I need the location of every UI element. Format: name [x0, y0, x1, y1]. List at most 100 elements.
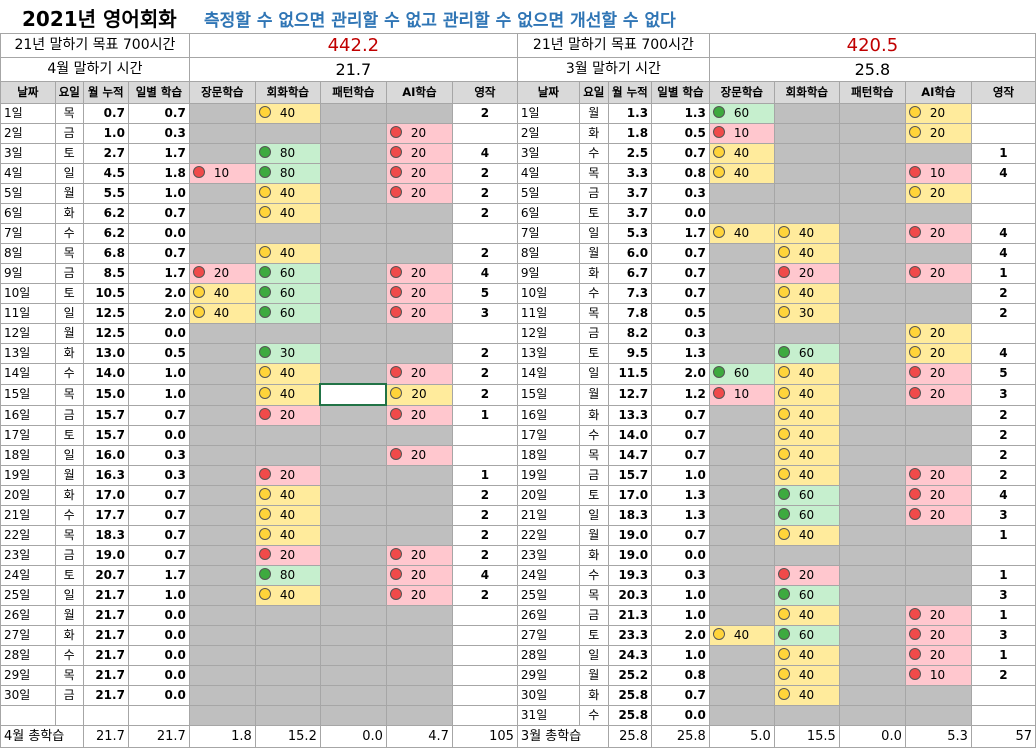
left-cell-month-total[interactable]: 2.7 — [82, 143, 129, 164]
left-cell-date[interactable]: 16일 — [0, 404, 56, 426]
left-cell-ai-study[interactable] — [385, 625, 453, 646]
right-cell-ai-study[interactable]: 20 — [904, 505, 972, 526]
left-cell-ai-study[interactable]: 20 — [385, 123, 453, 144]
left-cell-ai-study[interactable] — [385, 665, 453, 686]
left-cell-month-total[interactable]: 4.5 — [82, 163, 129, 184]
left-total-daily-study[interactable]: 1.8 — [188, 725, 256, 748]
right-cell-long-study[interactable] — [708, 343, 775, 364]
right-goal-label[interactable]: 21년 말하기 목표 700시간 — [516, 33, 710, 58]
left-cell-conversation-study[interactable]: 20 — [254, 545, 321, 566]
left-cell-date[interactable]: 27일 — [0, 625, 56, 646]
left-cell-date[interactable]: 25일 — [0, 585, 56, 606]
left-cell-pattern-study[interactable] — [319, 685, 387, 706]
left-cell-daily-study[interactable]: 0.3 — [127, 123, 190, 144]
left-cell-month-total[interactable]: 17.7 — [82, 505, 129, 526]
right-cell-pattern-study[interactable] — [838, 183, 906, 204]
right-cell-pattern-study[interactable] — [838, 363, 906, 385]
right-cell-daily-study[interactable]: 1.0 — [651, 585, 710, 606]
left-header-composition[interactable]: 영작 — [451, 81, 518, 104]
left-cell-ai-study[interactable]: 20 — [385, 283, 453, 304]
right-header-composition[interactable]: 영작 — [970, 81, 1036, 104]
right-cell-weekday[interactable]: 토 — [578, 625, 609, 646]
left-cell-daily-study[interactable]: 0.0 — [127, 605, 190, 626]
right-cell-date[interactable]: 20일 — [516, 485, 580, 506]
right-cell-composition[interactable]: 2 — [970, 283, 1036, 304]
right-cell-date[interactable]: 18일 — [516, 445, 580, 466]
left-cell-composition[interactable]: 2 — [451, 163, 518, 184]
left-cell-composition[interactable]: 2 — [451, 383, 518, 406]
left-cell-month-total[interactable]: 19.0 — [82, 545, 129, 566]
left-cell-month-total[interactable]: 21.7 — [82, 665, 129, 686]
right-cell-month-total[interactable]: 12.7 — [607, 383, 653, 406]
left-cell-ai-study[interactable] — [385, 343, 453, 364]
right-cell-date[interactable]: 4일 — [516, 163, 580, 184]
right-cell-weekday[interactable]: 목 — [578, 445, 609, 466]
left-cell-ai-study[interactable] — [385, 323, 453, 344]
right-cell-composition[interactable] — [970, 545, 1036, 566]
left-cell-month-total[interactable]: 8.5 — [82, 263, 129, 284]
left-cell-composition[interactable]: 2 — [451, 525, 518, 546]
right-header-daily-study[interactable]: 일별 학습 — [651, 81, 710, 104]
left-cell-date[interactable]: 30일 — [0, 685, 56, 706]
left-cell-date[interactable]: 10일 — [0, 283, 56, 304]
right-cell-ai-study[interactable]: 20 — [904, 485, 972, 506]
left-cell-long-study[interactable] — [188, 605, 256, 626]
left-cell-composition[interactable] — [451, 685, 518, 706]
left-cell-pattern-study[interactable] — [319, 625, 387, 646]
right-cell-date[interactable]: 21일 — [516, 505, 580, 526]
right-cell-conversation-study[interactable]: 60 — [773, 505, 840, 526]
left-cell-date[interactable]: 18일 — [0, 445, 56, 466]
right-cell-composition[interactable]: 2 — [970, 303, 1036, 324]
right-cell-conversation-study[interactable]: 40 — [773, 383, 840, 406]
right-cell-long-study[interactable]: 60 — [708, 363, 775, 385]
right-cell-month-total[interactable]: 19.3 — [607, 565, 653, 586]
left-cell-month-total[interactable]: 5.5 — [82, 183, 129, 204]
right-cell-composition[interactable]: 3 — [970, 505, 1036, 526]
right-cell-conversation-study[interactable]: 60 — [773, 625, 840, 646]
right-cell-composition[interactable]: 3 — [970, 383, 1036, 406]
right-cell-composition[interactable]: 3 — [970, 625, 1036, 646]
left-cell-weekday[interactable]: 금 — [54, 404, 84, 426]
right-total-daily-study[interactable]: 5.0 — [708, 725, 775, 748]
left-cell-daily-study[interactable]: 1.8 — [127, 163, 190, 184]
right-cell-pattern-study[interactable] — [838, 103, 906, 124]
right-cell-long-study[interactable] — [708, 404, 775, 426]
left-cell-composition[interactable] — [451, 645, 518, 666]
right-cell-conversation-study[interactable]: 40 — [773, 425, 840, 446]
right-cell-date[interactable]: 1일 — [516, 103, 580, 124]
left-cell-daily-study[interactable]: 0.0 — [127, 645, 190, 666]
left-total-label[interactable]: 4월 총학습 — [0, 725, 84, 748]
right-cell-composition[interactable] — [970, 323, 1036, 344]
left-header-weekday[interactable]: 요일 — [54, 81, 84, 104]
right-cell-daily-study[interactable]: 1.0 — [651, 645, 710, 666]
left-cell-pattern-study[interactable] — [319, 383, 388, 406]
left-cell-long-study[interactable] — [188, 485, 256, 506]
left-cell-month-total[interactable]: 16.3 — [82, 465, 129, 486]
left-cell-month-total[interactable]: 21.7 — [82, 585, 129, 606]
right-cell-conversation-study[interactable]: 60 — [773, 485, 840, 506]
right-cell-long-study[interactable] — [708, 445, 775, 466]
right-cell-weekday[interactable]: 금 — [578, 183, 609, 204]
left-cell-daily-study[interactable]: 0.7 — [127, 485, 190, 506]
right-total-label[interactable]: 3월 총학습 — [516, 725, 609, 748]
left-cell-ai-study[interactable]: 20 — [385, 143, 453, 164]
left-cell-long-study[interactable] — [188, 625, 256, 646]
right-cell-date[interactable]: 22일 — [516, 525, 580, 546]
right-month-label[interactable]: 3월 말하기 시간 — [516, 57, 710, 82]
right-cell-composition[interactable]: 3 — [970, 585, 1036, 606]
right-cell-ai-study[interactable]: 10 — [904, 665, 972, 686]
right-cell-month-total[interactable]: 25.8 — [607, 685, 653, 706]
left-cell-conversation-study[interactable]: 40 — [254, 485, 321, 506]
left-cell-weekday[interactable]: 화 — [54, 625, 84, 646]
left-cell-conversation-study[interactable] — [254, 705, 321, 726]
right-cell-pattern-study[interactable] — [838, 223, 906, 244]
left-cell-daily-study[interactable]: 0.7 — [127, 404, 190, 426]
right-cell-long-study[interactable] — [708, 203, 775, 224]
left-total-ai-study[interactable]: 105 — [451, 725, 518, 748]
left-cell-weekday[interactable]: 화 — [54, 203, 84, 224]
right-cell-month-total[interactable]: 1.8 — [607, 123, 653, 144]
right-cell-daily-study[interactable]: 1.3 — [651, 103, 710, 124]
right-cell-daily-study[interactable]: 0.7 — [651, 525, 710, 546]
right-cell-pattern-study[interactable] — [838, 665, 906, 686]
right-cell-daily-study[interactable]: 0.8 — [651, 163, 710, 184]
